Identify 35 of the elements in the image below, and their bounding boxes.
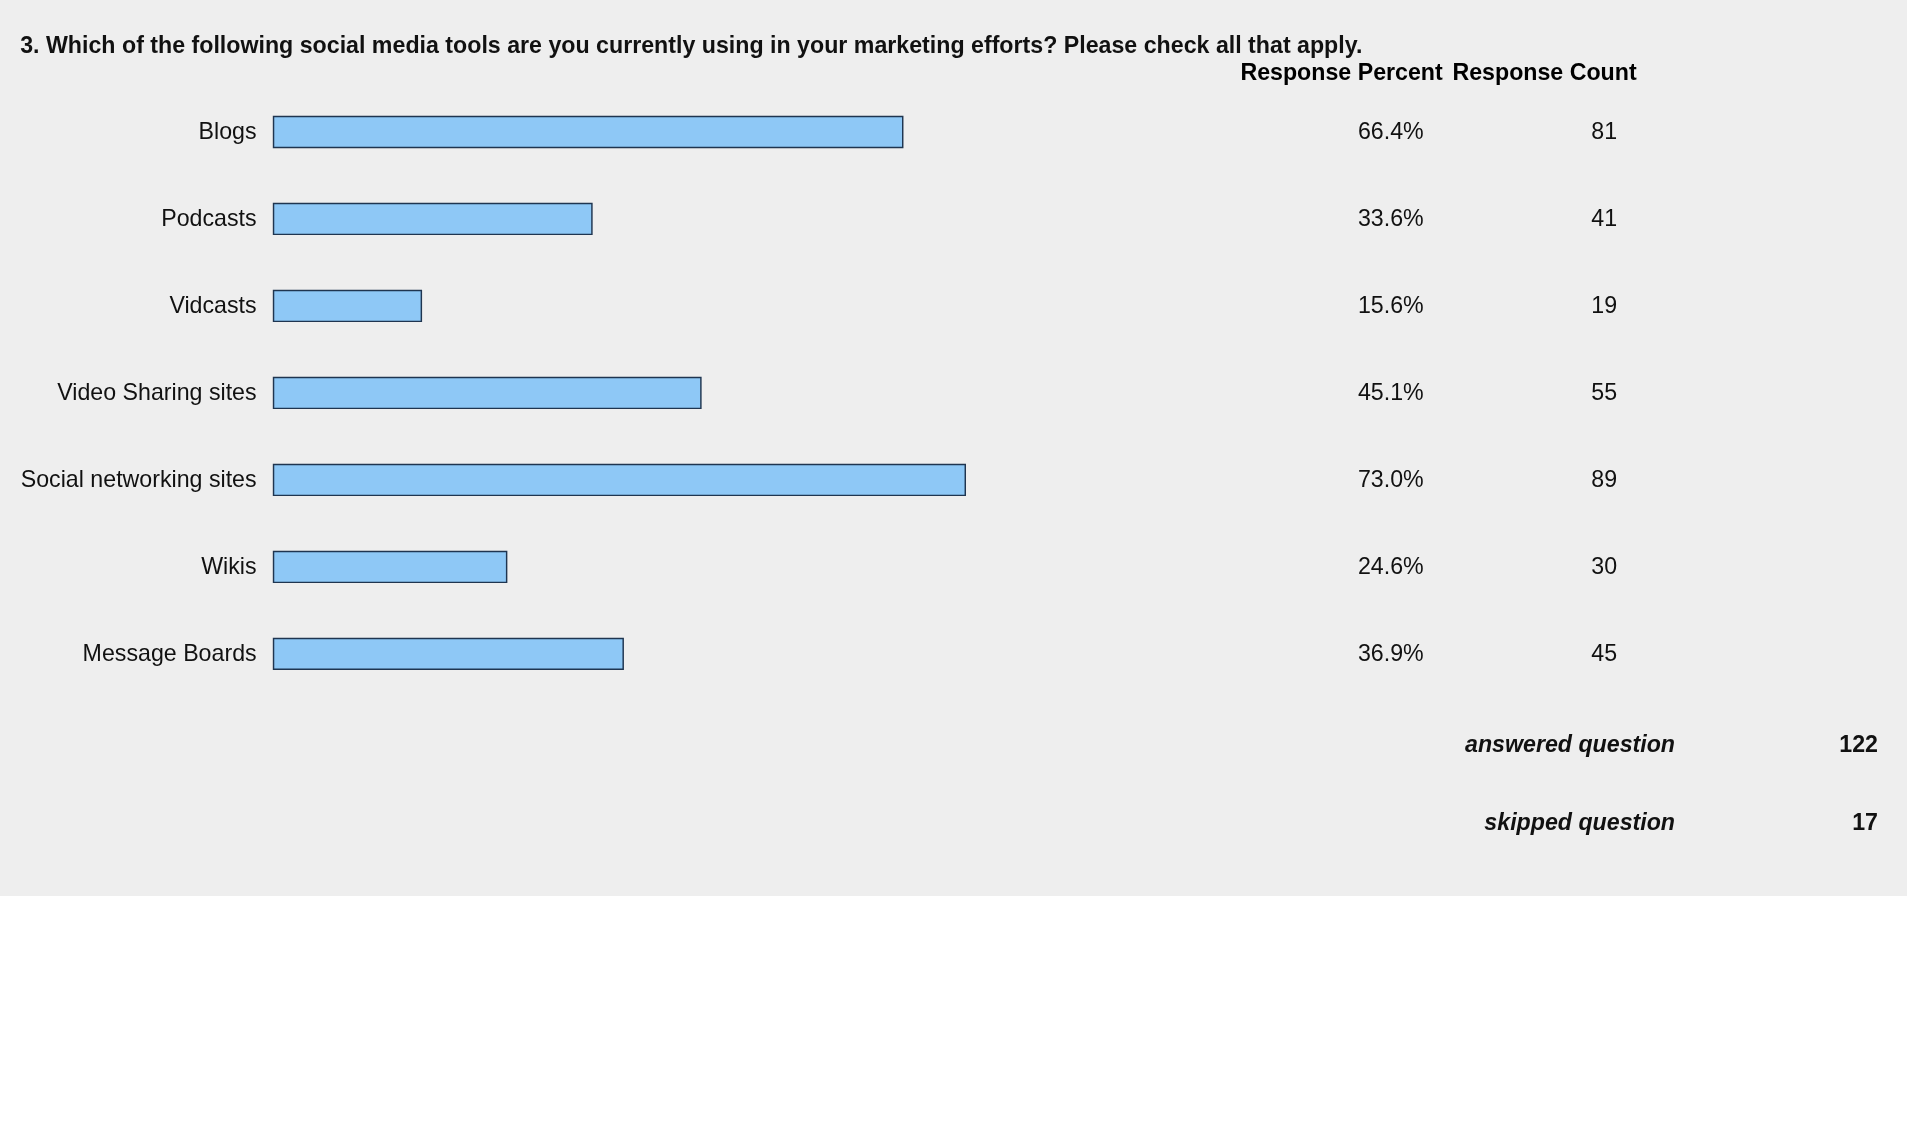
text: 19 <box>1591 291 1618 318</box>
bar <box>272 202 593 236</box>
data-label: 45.1% <box>1357 378 1424 405</box>
y-tick-label: Podcasts <box>161 204 257 231</box>
bar <box>272 289 423 323</box>
y-tick-label: Social networking sites <box>20 465 257 492</box>
y-tick-label: Message Boards <box>82 639 257 666</box>
text: 41 <box>1591 204 1618 231</box>
bar <box>272 637 624 671</box>
text: skipped question <box>1484 808 1676 835</box>
y-tick-label: Vidcasts <box>169 291 257 318</box>
text: answered question <box>1465 731 1676 758</box>
text: 55 <box>1591 378 1618 405</box>
bar <box>272 463 967 497</box>
text: 17 <box>1852 808 1878 835</box>
data-label: 73.0% <box>1357 465 1424 492</box>
chart-title: 3. Which of the following social media tools are you currently using in your marketing efforts? Please check all that apply. <box>20 31 1363 58</box>
text: Response Percent <box>1240 58 1444 85</box>
text: 89 <box>1591 465 1618 492</box>
data-label: 33.6% <box>1357 204 1424 231</box>
data-label: 66.4% <box>1357 117 1424 144</box>
y-tick-label: Video Sharing sites <box>57 378 257 405</box>
text: 122 <box>1839 731 1878 758</box>
y-tick-label: Wikis <box>201 552 257 579</box>
data-label: 36.9% <box>1357 639 1424 666</box>
data-label: 24.6% <box>1357 552 1424 579</box>
text: 45 <box>1591 639 1618 666</box>
y-tick-label: Blogs <box>198 117 257 144</box>
bar <box>272 115 904 149</box>
bar <box>272 550 508 584</box>
bar <box>272 376 702 410</box>
data-label: 15.6% <box>1357 291 1424 318</box>
text: 30 <box>1591 552 1618 579</box>
text: 81 <box>1591 117 1618 144</box>
text: Response Count <box>1452 58 1637 85</box>
